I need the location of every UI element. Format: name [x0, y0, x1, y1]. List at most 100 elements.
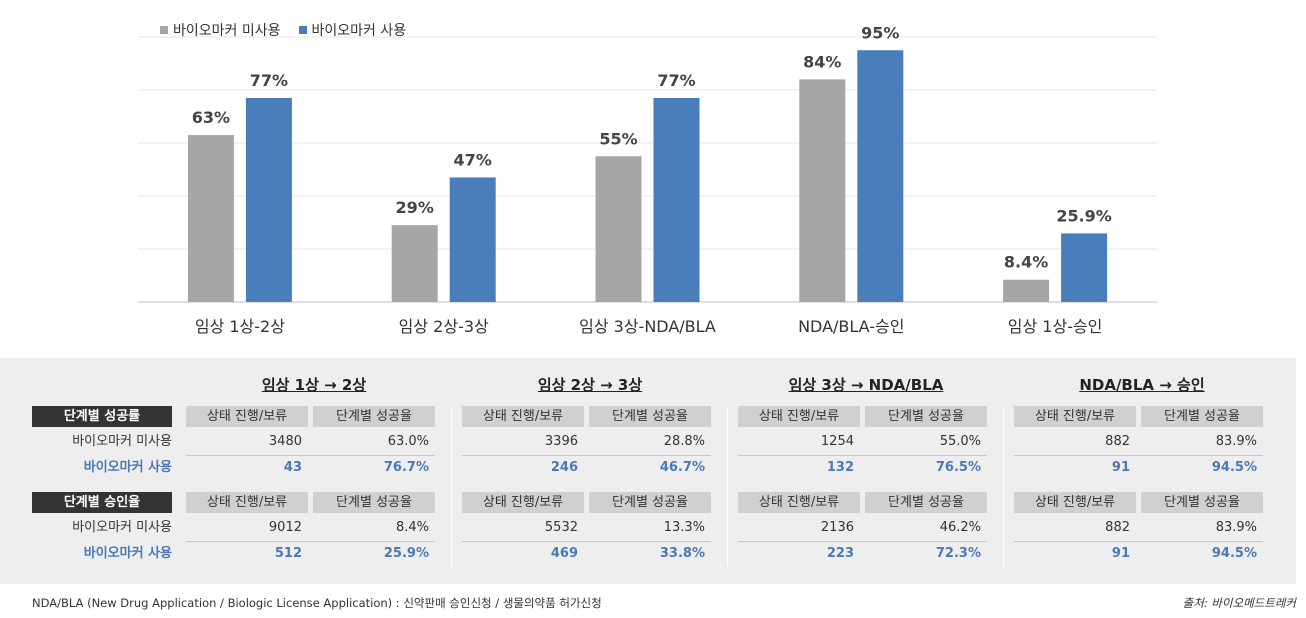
table-cell: 46.7% [659, 460, 705, 475]
column-header: 상태 진행/보류 [738, 492, 860, 513]
footnote: NDA/BLA (New Drug Application / Biologic… [32, 596, 602, 610]
bar [595, 156, 642, 302]
section-title: 단계별 승인율 [32, 492, 172, 513]
bar [449, 177, 496, 302]
data-label: 77% [250, 71, 288, 90]
x-tick-label: 임상 3상-NDA/BLA [579, 317, 716, 336]
column-divider [1003, 408, 1004, 566]
bar [187, 135, 234, 302]
table-cell: 25.9% [383, 546, 429, 561]
table-cell: 2136 [820, 520, 854, 535]
row-label: 바이오마커 미사용 [72, 520, 172, 535]
row-divider [186, 541, 435, 542]
bar [799, 79, 846, 303]
row-divider [186, 455, 435, 456]
column-header: 단계별 성공율 [313, 492, 435, 513]
column-divider [451, 408, 452, 566]
table-cell: 1254 [820, 434, 854, 449]
column-header: 상태 진행/보류 [186, 406, 308, 427]
table-cell: 63.0% [387, 434, 429, 449]
table-cell: 3480 [268, 434, 302, 449]
column-header: 단계별 성공율 [865, 406, 987, 427]
x-tick-label: 임상 1상-승인 [1008, 317, 1103, 336]
x-tick-label: 임상 2상-3상 [399, 317, 489, 336]
row-label: 바이오마커 미사용 [72, 434, 172, 449]
stage-title: 임상 2상 → 3상 [537, 376, 643, 394]
x-tick-label: NDA/BLA-승인 [798, 317, 904, 336]
data-label: 55% [599, 129, 637, 148]
section-title: 단계별 성공률 [32, 406, 172, 427]
table-cell: 8.4% [395, 520, 429, 535]
bar [245, 97, 292, 302]
table-cell: 91 [1111, 460, 1130, 475]
data-label: 8.4% [1004, 253, 1048, 272]
table-cell: 882 [1105, 520, 1130, 535]
table-cell: 223 [826, 546, 854, 561]
column-header: 단계별 성공율 [1141, 492, 1263, 513]
column-header: 상태 진행/보류 [186, 492, 308, 513]
legend-label: 바이오마커 미사용 [173, 23, 281, 39]
table-cell: 28.8% [663, 434, 705, 449]
bar-chart: 63% 77% 임상 1상-2상 29% 47% 임상 2상-3상 55% 77% 임상 3상-… [138, 23, 1157, 336]
data-label: 77% [657, 71, 695, 90]
bar [1061, 233, 1108, 302]
bar [1003, 279, 1050, 302]
table-cell: 83.9% [1215, 520, 1257, 535]
table-cell: 882 [1105, 434, 1130, 449]
table-cell: 55.0% [939, 434, 981, 449]
column-divider [727, 408, 728, 566]
data-label: 25.9% [1056, 206, 1112, 225]
stage-title: 임상 1상 → 2상 [261, 376, 367, 394]
legend-item-non-biomarker: 바이오마커 미사용 [160, 20, 281, 40]
row-divider [462, 541, 711, 542]
row-label: 바이오마커 사용 [83, 460, 172, 475]
table-cell: 76.7% [383, 460, 429, 475]
row-divider [462, 455, 711, 456]
data-table-panel: 단계별 성공률 바이오마커 미사용 바이오마커 사용 단계별 승인율 바이오마커 미사용… [0, 358, 1296, 584]
row-divider [738, 455, 987, 456]
column-header: 상태 진행/보류 [462, 406, 584, 427]
table-cell: 83.9% [1215, 434, 1257, 449]
table-cell: 132 [826, 460, 854, 475]
table-cell: 94.5% [1211, 460, 1257, 475]
column-header: 단계별 성공율 [313, 406, 435, 427]
column-header: 단계별 성공율 [1141, 406, 1263, 427]
data-label: 47% [454, 150, 492, 169]
table-cell: 469 [550, 546, 578, 561]
column-header: 단계별 성공율 [865, 492, 987, 513]
chart-legend: 바이오마커 미사용 바이오마커 사용 [160, 20, 406, 40]
table-cell: 5532 [544, 520, 578, 535]
table-cell: 72.3% [935, 546, 981, 561]
table-cell: 91 [1111, 546, 1130, 561]
row-divider [1014, 541, 1263, 542]
legend-swatch-blue [298, 26, 307, 34]
table-cell: 33.8% [659, 546, 705, 561]
table-cell: 43 [283, 460, 302, 475]
table-cell: 76.5% [935, 460, 981, 475]
legend-item-biomarker: 바이오마커 사용 [298, 20, 407, 40]
data-label: 84% [803, 52, 841, 71]
column-header: 상태 진행/보류 [462, 492, 584, 513]
column-header: 상태 진행/보류 [1014, 406, 1136, 427]
data-label: 63% [192, 108, 230, 127]
table-cell: 94.5% [1211, 546, 1257, 561]
column-header: 단계별 성공율 [589, 492, 711, 513]
column-header: 단계별 성공율 [589, 406, 711, 427]
row-divider [738, 541, 987, 542]
legend-swatch-gray [160, 26, 168, 34]
source-credit: 출처: 바이오메드트레커 [1182, 596, 1296, 610]
bar [857, 50, 904, 302]
bar [653, 97, 700, 302]
table-cell: 3396 [544, 434, 578, 449]
row-label: 바이오마커 사용 [83, 546, 172, 561]
stage-title: 임상 3상 → NDA/BLA [788, 376, 944, 394]
bar [391, 225, 438, 302]
x-tick-label: 임상 1상-2상 [195, 317, 285, 336]
data-label: 95% [861, 23, 899, 42]
table-cell: 13.3% [663, 520, 705, 535]
table-cell: 46.2% [939, 520, 981, 535]
data-label: 29% [396, 198, 434, 217]
row-divider [1014, 455, 1263, 456]
legend-label: 바이오마커 사용 [311, 23, 407, 39]
table-cell: 246 [550, 460, 578, 475]
